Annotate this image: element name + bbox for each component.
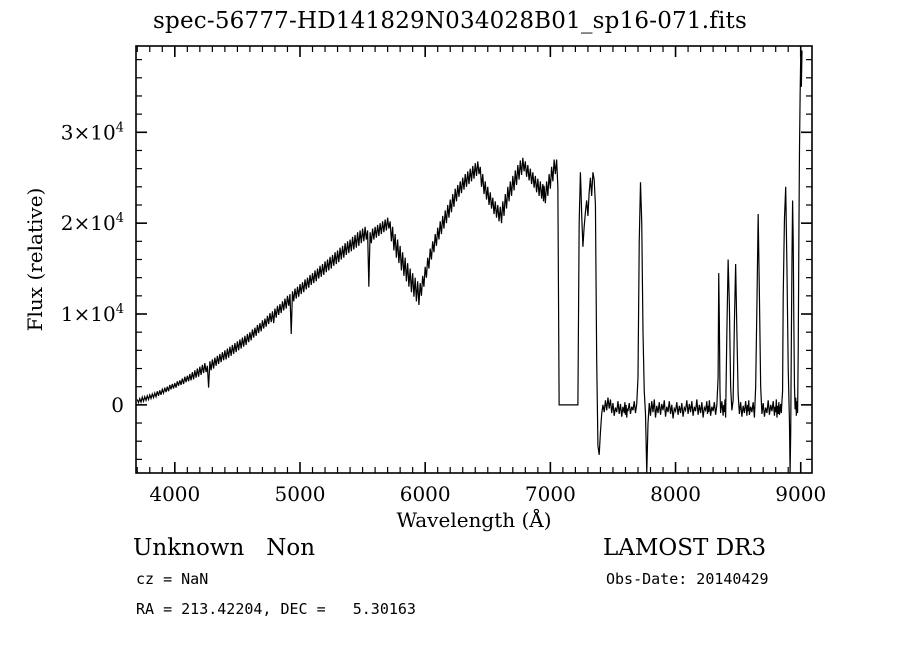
y-tick-labels: 0 1×104 2×104 3×104 — [61, 120, 124, 417]
x-tick-labels: 4000 5000 6000 7000 8000 9000 — [149, 482, 826, 506]
svg-text:1×104: 1×104 — [61, 302, 124, 326]
cz-annotation: cz = NaN — [136, 570, 209, 588]
svg-text:6000: 6000 — [400, 482, 451, 506]
svg-text:0: 0 — [111, 393, 124, 417]
y-axis-title: Flux (relative) — [23, 188, 47, 332]
spectrum-trace — [136, 50, 803, 473]
y-axis-ticks — [136, 59, 812, 460]
svg-text:3×104: 3×104 — [61, 120, 124, 144]
obs-date-annotation: Obs-Date: 20140429 — [606, 570, 769, 588]
x-axis-title: Wavelength (Å) — [396, 507, 551, 532]
svg-text:4000: 4000 — [149, 482, 200, 506]
object-class-annotation: Unknown Non — [133, 535, 316, 561]
svg-text:5000: 5000 — [275, 482, 326, 506]
x-axis-ticks — [136, 46, 802, 473]
svg-text:9000: 9000 — [775, 482, 826, 506]
svg-text:8000: 8000 — [650, 482, 701, 506]
survey-annotation: LAMOST DR3 — [603, 535, 767, 561]
svg-text:7000: 7000 — [525, 482, 576, 506]
coordinates-annotation: RA = 213.42204, DEC = 5.30163 — [136, 600, 416, 618]
page-title: spec-56777-HD141829N034028B01_sp16-071.f… — [153, 8, 747, 34]
svg-text:2×104: 2×104 — [61, 211, 124, 235]
